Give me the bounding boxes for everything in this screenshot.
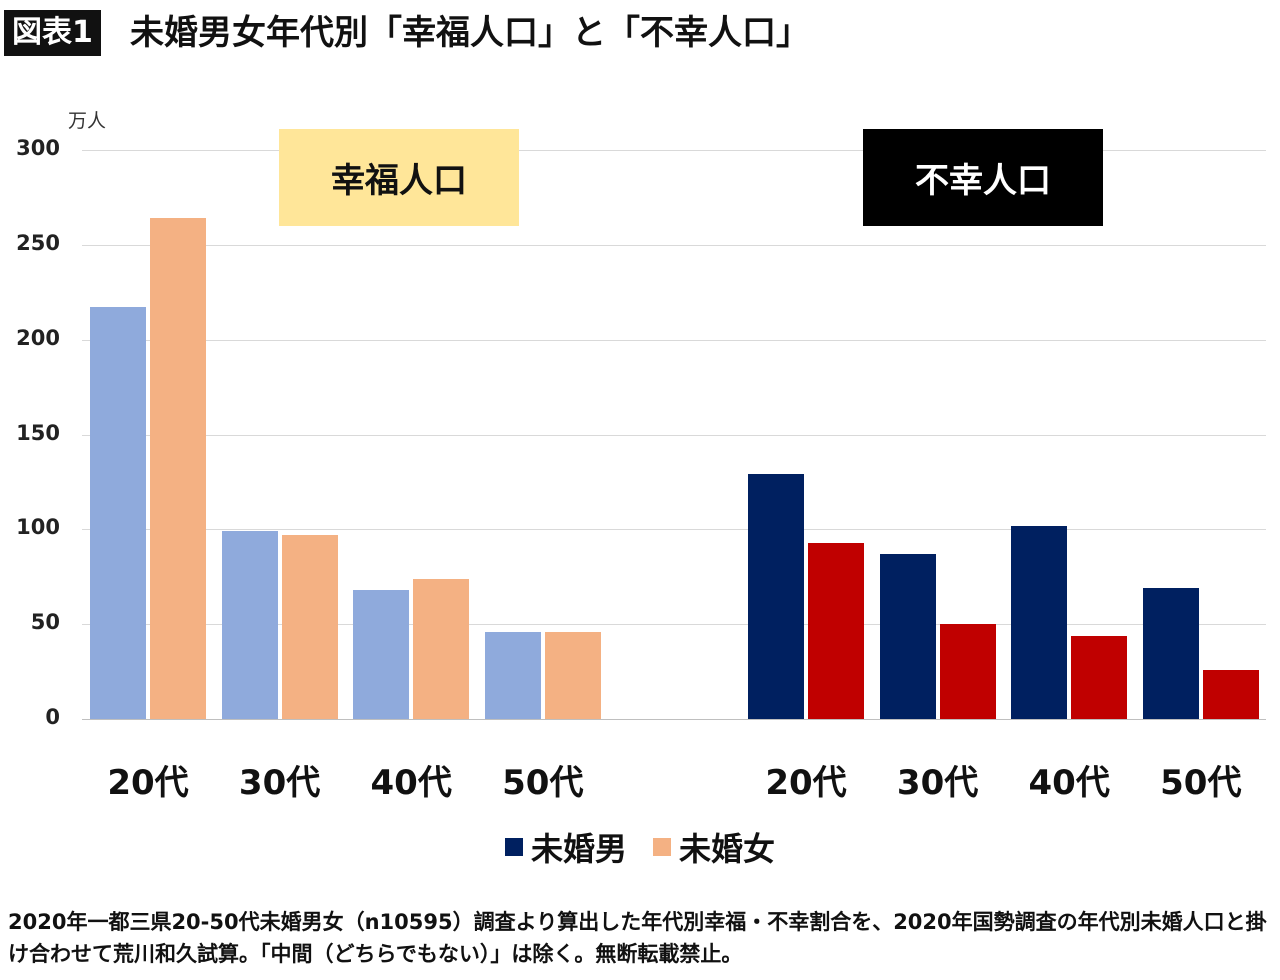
- gridline: [82, 244, 1266, 246]
- y-tick-label: 300: [16, 136, 60, 160]
- bar-happy-male-2: [353, 590, 410, 719]
- x-tick-label: 30代: [238, 763, 321, 803]
- y-tick-label: 50: [30, 610, 60, 635]
- bar-unhappy-male-3: [1142, 588, 1199, 719]
- bar-unhappy-male-0: [748, 474, 804, 719]
- bar-happy-male-3: [484, 631, 541, 719]
- bar-unhappy-female-0: [808, 542, 864, 719]
- gridline: [82, 339, 1266, 341]
- y-tick-label: 150: [16, 420, 60, 445]
- bar-unhappy-female-2: [1071, 635, 1128, 719]
- x-tick-label: 30代: [896, 763, 979, 803]
- bar-happy-female-2: [413, 578, 470, 719]
- bar-unhappy-female-1: [939, 624, 996, 719]
- bar-happy-female-0: [150, 218, 206, 719]
- figure-badge: 図表1: [4, 10, 101, 56]
- y-tick-label: 0: [45, 705, 60, 729]
- x-tick-label: 50代: [502, 763, 584, 803]
- bar-unhappy-female-3: [1202, 669, 1259, 719]
- x-tick-label: 20代: [765, 763, 847, 803]
- x-tick-label: 20代: [107, 763, 189, 803]
- chart-title: 未婚男女年代別「幸福人口」と「不幸人口」: [130, 13, 810, 53]
- legend-label-female: 未婚女: [679, 830, 776, 868]
- bar-unhappy-male-2: [1011, 525, 1068, 719]
- source-note: 2020年一都三県20-50代未婚男女（n10595）調査より算出した年代別幸福…: [8, 910, 1267, 966]
- legend-label-male: 未婚男: [530, 830, 627, 868]
- x-tick-label: 40代: [1028, 763, 1110, 803]
- y-tick-label: 200: [16, 325, 60, 350]
- gridline: [82, 434, 1266, 436]
- gridline: [82, 719, 1266, 720]
- bar-happy-male-1: [221, 531, 278, 719]
- bar-happy-male-0: [90, 307, 146, 719]
- gridline: [82, 150, 1266, 151]
- legend-swatch-female: [653, 838, 671, 856]
- legend-swatch-male: [504, 838, 523, 856]
- bar-unhappy-male-1: [879, 553, 936, 719]
- bar-happy-female-1: [281, 535, 338, 719]
- gridline: [82, 529, 1266, 531]
- bar-happy-female-3: [544, 631, 601, 719]
- y-tick-label: 100: [16, 515, 60, 540]
- group-label-unhappy: 不幸人口: [863, 129, 1103, 226]
- legend-item-male: 未婚男: [504, 824, 627, 870]
- legend: 未婚男 未婚女: [0, 824, 1280, 870]
- y-axis-unit: 万人: [68, 110, 107, 132]
- group-label-happy: 幸福人口: [279, 129, 519, 226]
- x-tick-label: 40代: [370, 763, 452, 803]
- y-tick-label: 250: [16, 230, 60, 255]
- x-tick-label: 50代: [1160, 763, 1242, 803]
- legend-item-female: 未婚女: [653, 824, 775, 870]
- gridline: [82, 624, 1266, 626]
